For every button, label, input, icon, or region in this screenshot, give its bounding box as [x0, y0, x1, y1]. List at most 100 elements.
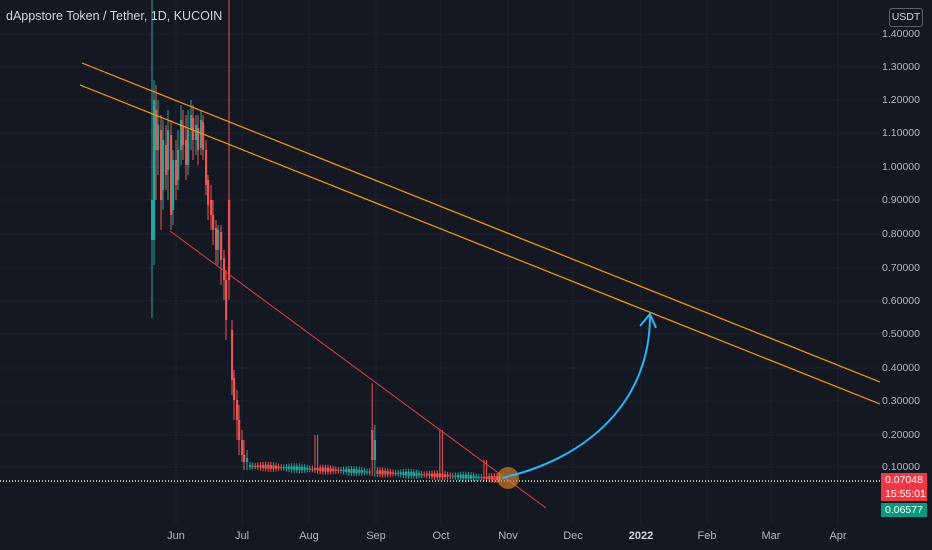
time-tick: Dec — [563, 530, 583, 542]
candle-body — [246, 458, 249, 462]
candle-body — [431, 473, 434, 477]
price-tick: 0.80000 — [882, 228, 920, 240]
candle-body — [233, 378, 236, 400]
candle-body — [402, 472, 405, 476]
candle-body — [293, 466, 296, 470]
candle-body — [477, 476, 480, 478]
candle-countdown-badge: 15:55:01 — [881, 487, 927, 501]
candle-body — [438, 473, 441, 478]
candle-body — [347, 469, 350, 473]
candle-body — [384, 470, 387, 475]
candle-body — [170, 135, 173, 215]
candle-body — [428, 473, 431, 476]
candle-body — [324, 467, 327, 472]
candle-body — [467, 474, 470, 479]
candle-body — [165, 145, 168, 175]
candle-body — [207, 180, 210, 205]
candle-body — [205, 150, 208, 185]
candle-body — [231, 330, 234, 380]
candle-body — [446, 474, 449, 477]
candle-body — [306, 467, 309, 470]
candle-body — [394, 473, 397, 475]
currency-unit-button[interactable]: USDT — [889, 8, 923, 27]
candle-body — [425, 474, 428, 476]
candle-body — [332, 468, 335, 472]
candle-body — [262, 464, 265, 469]
candle-body — [210, 200, 213, 215]
candle-body — [405, 471, 408, 476]
price-tick: 1.20000 — [882, 94, 920, 106]
price-tick: 1.00000 — [882, 161, 920, 173]
falling-trendline[interactable] — [169, 230, 547, 509]
candle-body — [436, 473, 439, 478]
price-tick: 0.50000 — [882, 328, 920, 340]
candle-body — [192, 118, 195, 140]
candle-body — [175, 160, 178, 185]
time-tick: Aug — [299, 530, 319, 542]
candle-body — [457, 475, 460, 478]
candle-body — [485, 476, 488, 479]
low-price-badge: 0.06577 — [881, 503, 927, 517]
candle-body — [238, 420, 241, 440]
candle-body — [334, 469, 337, 471]
candle-body — [464, 474, 467, 479]
candle-body — [190, 115, 193, 130]
breakout-marker[interactable] — [497, 467, 519, 489]
candle-body — [267, 464, 270, 469]
price-tick: 0.10000 — [882, 461, 920, 473]
candle-body — [223, 258, 226, 280]
candle-body — [470, 475, 473, 479]
candle-body — [371, 430, 374, 460]
candle-body — [376, 470, 379, 475]
candle-body — [155, 110, 158, 150]
candle-body — [353, 469, 356, 474]
candle-body — [256, 465, 259, 467]
candle-body — [303, 467, 306, 470]
candle-body — [483, 476, 486, 479]
channel-upper-line[interactable] — [81, 62, 881, 383]
candle-body — [185, 140, 188, 165]
candle-body — [251, 465, 254, 467]
time-tick: Sep — [366, 530, 386, 542]
price-tick: 1.10000 — [882, 127, 920, 139]
candle-body — [397, 472, 400, 474]
candle-body — [314, 468, 317, 470]
candle-body — [180, 120, 183, 150]
candle-body — [200, 120, 203, 148]
candle-body — [462, 474, 465, 479]
candle-body — [157, 125, 160, 150]
candle-body — [236, 400, 239, 420]
candle-body — [358, 469, 361, 473]
candle-body — [280, 467, 283, 469]
candle-body — [410, 471, 413, 476]
candle-body — [366, 471, 369, 473]
time-tick: Feb — [697, 530, 717, 542]
projection-arrow[interactable] — [501, 315, 651, 479]
candle-body — [407, 471, 410, 476]
candle-body — [243, 455, 246, 462]
candle-body — [423, 474, 426, 476]
candle-body — [459, 474, 462, 478]
candle-body — [342, 469, 345, 472]
candle-body — [488, 476, 491, 480]
channel-lower-line[interactable] — [79, 84, 881, 405]
price-tick: 1.30000 — [882, 61, 920, 73]
candle-body — [373, 440, 376, 460]
candle-body — [217, 230, 220, 250]
price-tick: 0.30000 — [882, 395, 920, 407]
candle-body — [295, 466, 298, 471]
candle-body — [433, 473, 436, 477]
price-tick: 0.20000 — [882, 429, 920, 441]
candle-body — [386, 471, 389, 475]
price-tick: 0.60000 — [882, 295, 920, 307]
candle-body — [308, 468, 311, 470]
candle-body — [340, 470, 343, 472]
price-tick: 0.90000 — [882, 194, 920, 206]
candle-body — [285, 466, 288, 469]
candle-body — [399, 472, 402, 475]
candle-body — [167, 130, 170, 170]
candle-body — [177, 150, 180, 180]
price-tick: 0.70000 — [882, 262, 920, 274]
candle-body — [277, 466, 280, 469]
